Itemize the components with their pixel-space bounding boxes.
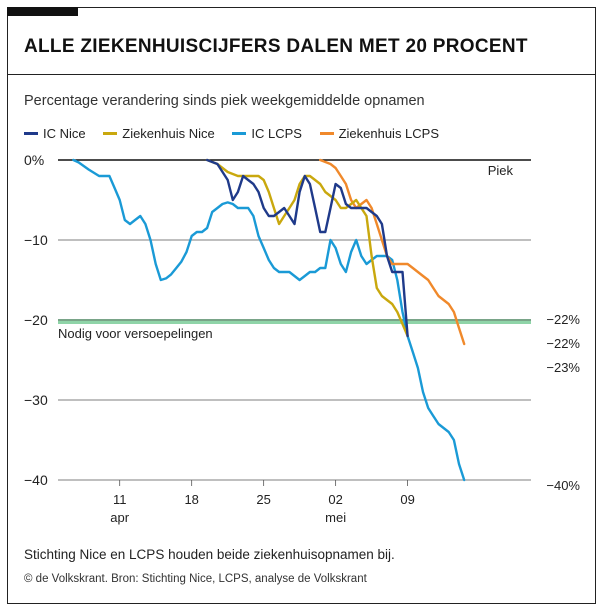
y-tick-label: 0% [24,152,44,168]
series-line-ic-lcps [72,158,466,482]
legend-swatch [103,132,118,136]
page-title: ALLE ZIEKENHUISCIJFERS DALEN MET 20 PROC… [24,36,528,57]
series-line-ziekenhuis-lcps [319,158,466,346]
legend-item-ic-nice: IC Nice [24,126,86,141]
legend-label: IC LCPS [251,126,302,141]
legend-label: Ziekenhuis Nice [122,126,215,141]
y-tick-label: −40 [24,472,48,488]
threshold-label: Nodig voor versoepelingen [58,326,213,341]
source-credit: © de Volkskrant. Bron: Stichting Nice, L… [24,573,367,585]
legend-item-ziekenhuis-lcps: Ziekenhuis LCPS [319,126,440,141]
series-line-ziekenhuis-nice [205,158,409,338]
footnote: Stichting Nice en LCPS houden beide ziek… [24,547,395,562]
chart-subtitle: Percentage verandering sinds piek weekge… [24,93,425,109]
x-tick-label: 25 [256,492,270,507]
title-divider [7,74,596,75]
x-tick-label: 09 [400,492,414,507]
legend-label: IC Nice [43,126,86,141]
end-value-label: −23% [546,360,580,375]
figure-frame [7,7,596,604]
chart-legend: IC Nice Ziekenhuis Nice IC LCPS Ziekenhu… [24,126,453,141]
peak-label: Piek [488,163,514,178]
end-value-label: −22% [546,336,580,351]
y-tick-label: −20 [24,312,48,328]
x-tick-label: 11 [113,492,127,507]
legend-swatch [232,132,247,136]
x-tick-sublabel: mei [325,510,346,525]
y-tick-label: −30 [24,392,48,408]
legend-item-ziekenhuis-nice: Ziekenhuis Nice [103,126,215,141]
brand-bar [7,7,78,16]
end-value-label: −22% [546,312,580,327]
legend-label: Ziekenhuis LCPS [338,126,440,141]
x-tick-label: 18 [184,492,198,507]
x-tick-sublabel: apr [110,510,129,525]
legend-swatch [319,132,334,136]
y-tick-label: −10 [24,232,48,248]
x-tick-label: 02 [328,492,342,507]
end-value-label: −40% [546,478,580,493]
threshold-band [58,319,531,324]
legend-swatch [24,132,38,136]
series-line-ic-nice [205,158,409,338]
legend-item-ic-lcps: IC LCPS [232,126,302,141]
